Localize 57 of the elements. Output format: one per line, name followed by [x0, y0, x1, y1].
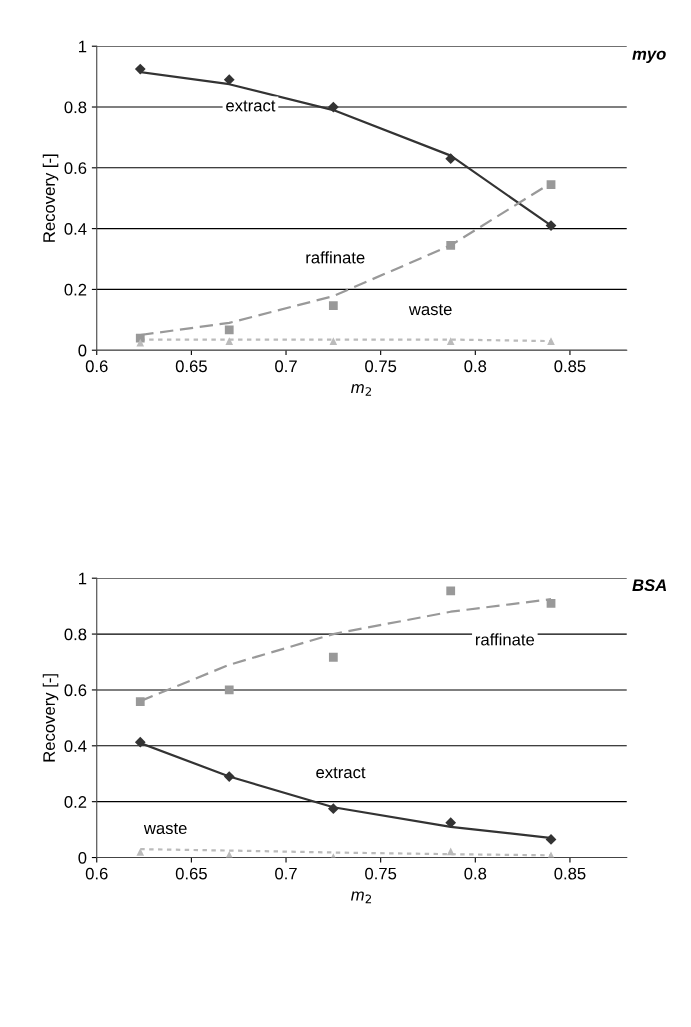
point [445, 153, 457, 165]
chart-title: BSA [632, 579, 667, 592]
point [446, 240, 456, 250]
annotation: waste [143, 823, 187, 835]
point [223, 771, 235, 782]
y-tick-label: 0 [78, 851, 87, 864]
x-tick-label: 0.85 [554, 867, 586, 880]
y-axis-title: Recovery [-] [42, 154, 59, 242]
chart-title: myo [632, 50, 666, 64]
point [546, 598, 556, 608]
point [224, 685, 234, 695]
x-tick-label: 0.7 [275, 867, 297, 880]
x-axis-title: m$_{2}$ [351, 891, 372, 904]
x-tick-label: 0.8 [464, 867, 487, 880]
point [446, 337, 455, 345]
y-tick-label: 0.6 [64, 684, 87, 697]
point [328, 301, 338, 310]
x-tick-label: 0.8 [464, 360, 487, 373]
y-tick-label: 0.2 [64, 283, 87, 296]
y-axis-title: Recovery [-] [42, 674, 59, 762]
point [446, 586, 456, 596]
y-tick-label: 0.6 [64, 162, 87, 175]
y-tick-label: 1 [79, 572, 87, 585]
annotation: extract [316, 767, 366, 779]
x-tick-label: 0.65 [175, 360, 207, 373]
y-tick-label: 0.2 [64, 796, 87, 808]
point [328, 652, 338, 662]
point [134, 736, 146, 748]
x-tick-label: 0.7 [275, 360, 297, 373]
point [327, 803, 339, 815]
annotation: extract [226, 100, 276, 112]
annotation: raffinate [306, 251, 365, 264]
y-tick-label: 0.8 [64, 101, 87, 114]
point [224, 325, 234, 335]
annotation: raffinate [475, 633, 535, 646]
annotation: waste [408, 304, 452, 316]
y-tick-label: 0 [78, 344, 87, 357]
y-tick-label: 0.4 [64, 740, 87, 753]
point [327, 101, 339, 113]
y-tick-label: 0.4 [64, 223, 87, 235]
point [545, 834, 557, 845]
point [136, 338, 145, 347]
y-tick-label: 1 [79, 40, 87, 53]
point [446, 847, 455, 856]
y-tick-label: 0.8 [64, 628, 87, 641]
point [136, 848, 145, 856]
point [546, 180, 556, 189]
x-tick-label: 0.85 [554, 360, 586, 373]
x-tick-label: 0.65 [175, 867, 207, 880]
x-axis-title: m$_{2}$ [351, 384, 372, 396]
point [329, 337, 338, 345]
x-tick-label: 0.75 [365, 867, 397, 880]
point [135, 697, 145, 707]
point [225, 337, 234, 345]
point [134, 63, 146, 75]
point [547, 337, 555, 345]
x-tick-label: 0.75 [365, 360, 397, 373]
